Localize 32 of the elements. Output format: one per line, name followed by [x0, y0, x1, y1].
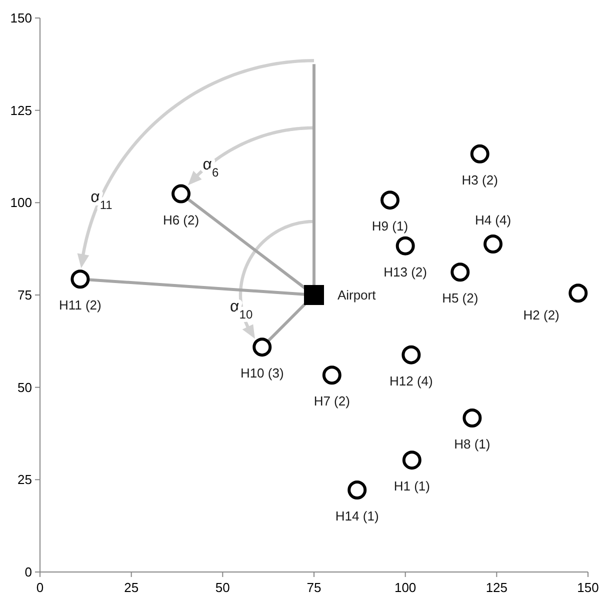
annotation: H7 (2): [314, 394, 350, 409]
annotation: H2 (2): [523, 308, 560, 323]
x-tick-label: 125: [486, 580, 508, 595]
annotation: α$_{11}$: [90, 188, 113, 212]
annotation: α$_{10}$: [230, 298, 253, 322]
annotation: H1 (1): [394, 478, 430, 494]
y-tick-label: 150: [10, 10, 32, 26]
y-tick-label: 50: [18, 380, 32, 395]
annotation: H9 (1): [372, 218, 408, 234]
x-tick-label: 25: [124, 580, 139, 595]
annotation: H10 (3): [240, 366, 284, 381]
x-tick-label: 75: [306, 580, 322, 595]
x-tick-label: 0: [36, 580, 44, 595]
annotation: H14 (1): [335, 508, 379, 524]
y-tick-label: 75: [18, 288, 32, 303]
y-tick-label: 0: [24, 564, 32, 580]
annotation: H11 (2): [58, 298, 102, 313]
annotation: H5 (2): [442, 290, 478, 306]
annotation: H6 (2): [162, 212, 200, 228]
annotation: H13 (2): [384, 264, 428, 280]
annotation: H12 (4): [390, 373, 433, 388]
y-tick-label: 100: [10, 195, 32, 210]
annotation: H4 (4): [474, 212, 512, 228]
y-tick-label: 125: [10, 102, 32, 118]
x-tick-label: 150: [577, 580, 599, 595]
annotation: H8 (1): [454, 436, 490, 452]
x-tick-label: 50: [215, 580, 230, 595]
annotation: Airport: [337, 288, 376, 303]
y-tick-label: 25: [18, 472, 32, 488]
annotation: H3 (2): [462, 172, 498, 188]
annotation: α$_{6}$: [202, 156, 219, 180]
x-tick-label: 100: [394, 580, 416, 595]
